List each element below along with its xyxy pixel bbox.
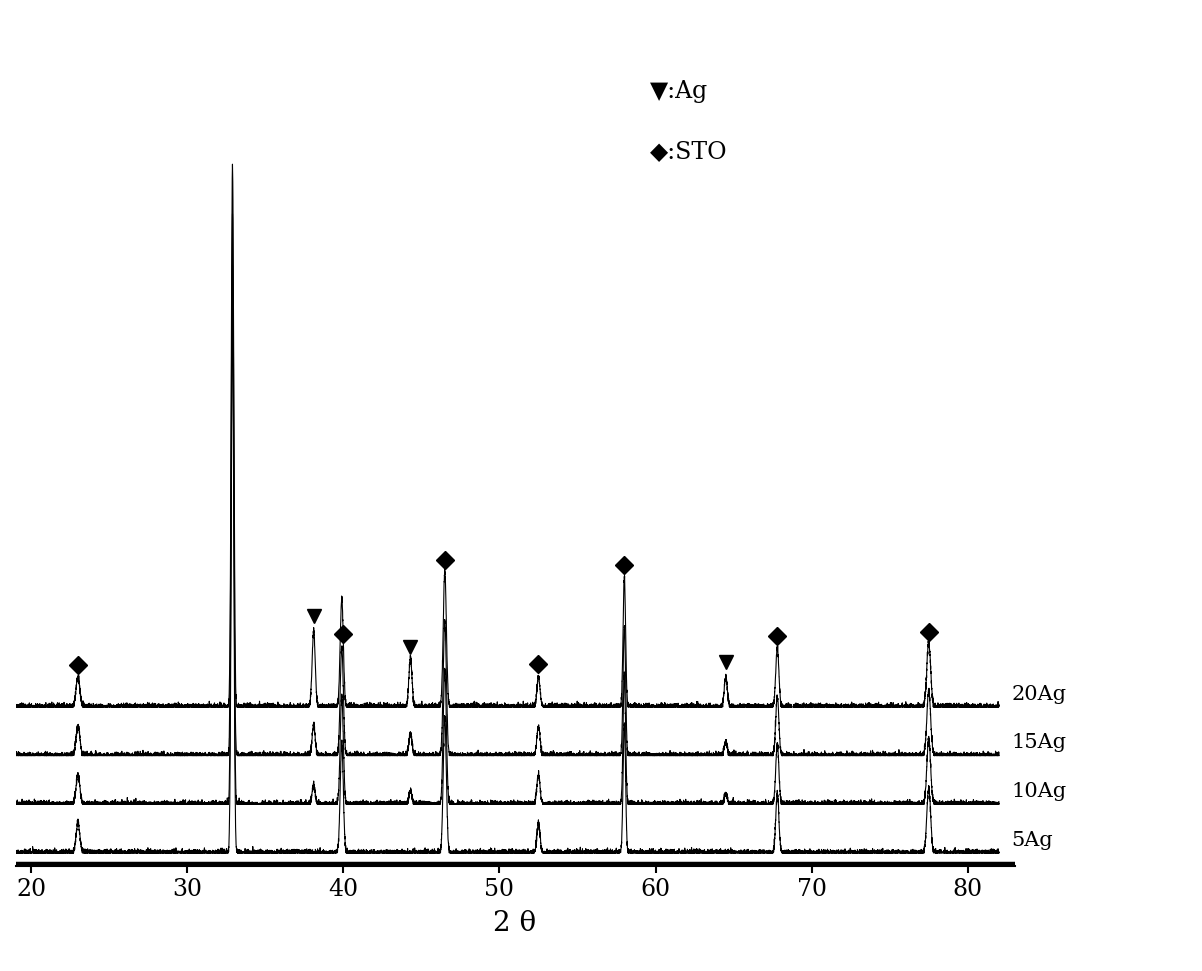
Text: 20Ag: 20Ag [1011, 685, 1066, 704]
Text: 15Ag: 15Ag [1011, 733, 1066, 753]
X-axis label: 2 θ: 2 θ [494, 910, 536, 937]
Text: 10Ag: 10Ag [1011, 782, 1066, 801]
Text: ▼:Ag: ▼:Ag [650, 81, 708, 103]
Text: 5Ag: 5Ag [1011, 830, 1053, 850]
Text: ◆:STO: ◆:STO [650, 140, 727, 163]
